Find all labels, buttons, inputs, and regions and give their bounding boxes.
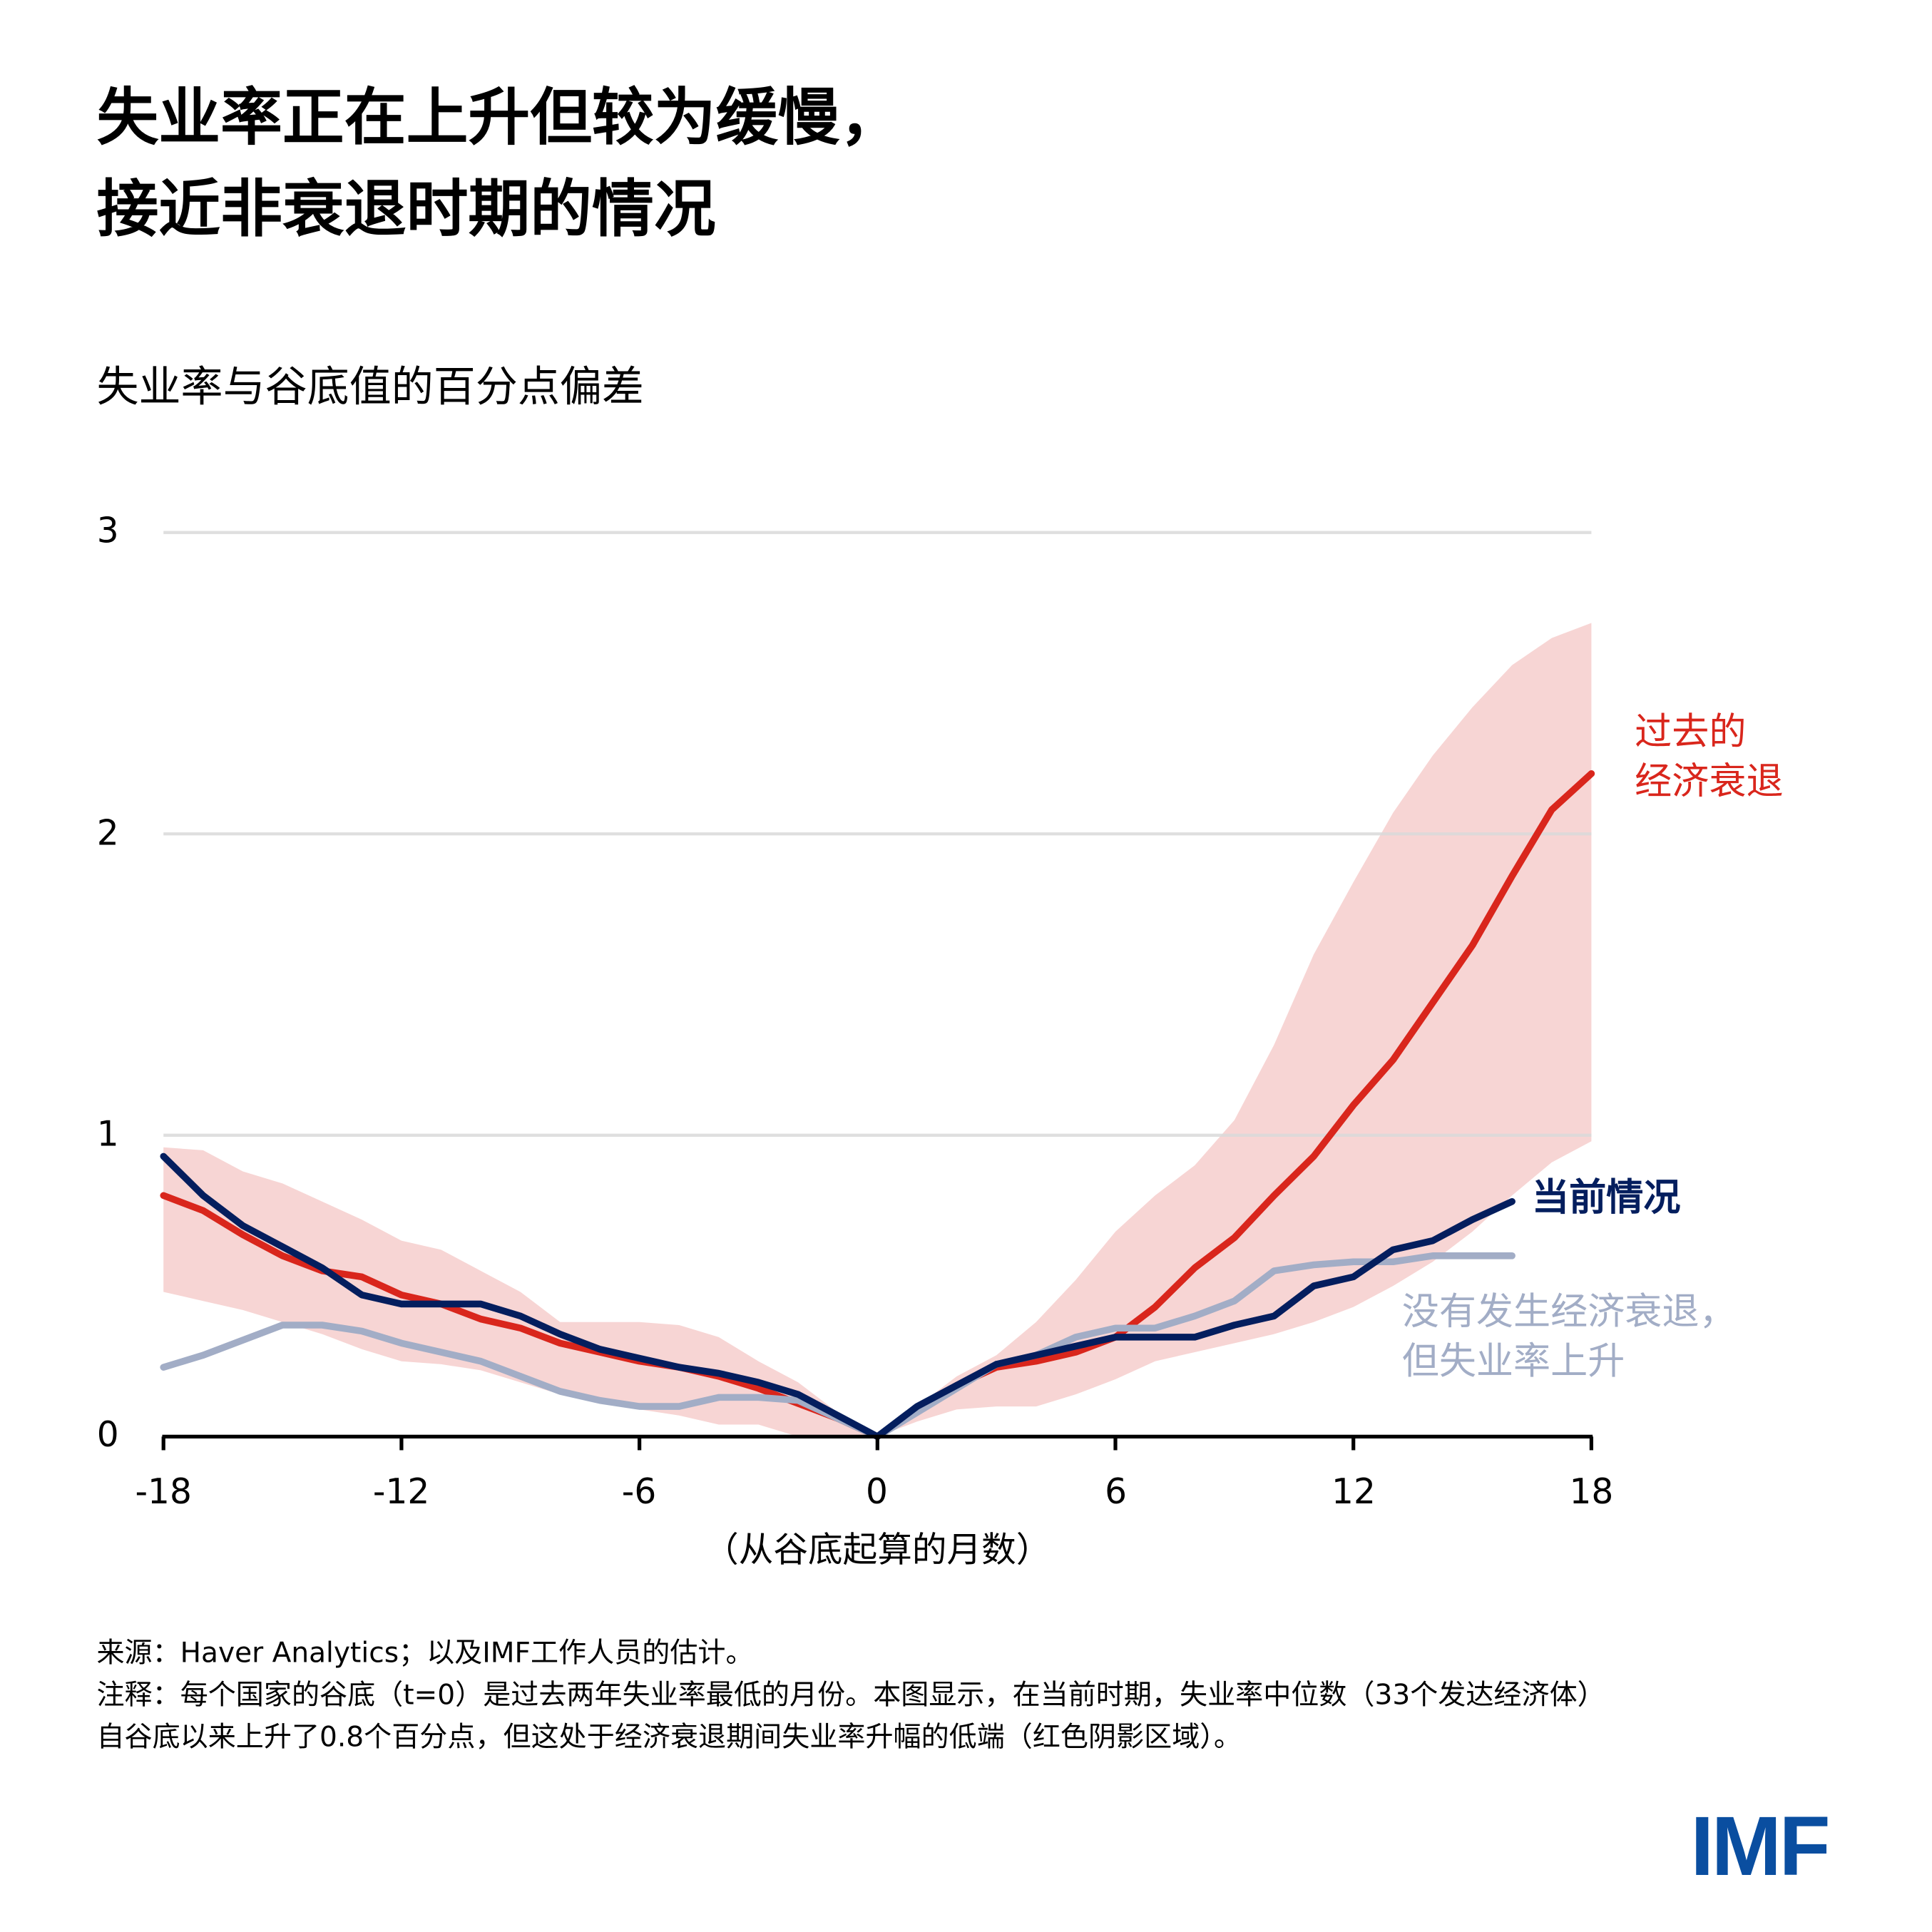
recession-range-band xyxy=(163,623,1592,1437)
x-tick-label: -12 xyxy=(372,1471,430,1513)
explanatory-note: 注释：每个国家的谷底（t=0）是过去两年失业率最低的月份。本图显示，在当前时期，… xyxy=(96,1679,1605,1754)
label-no-recession-2: 但失业率上升 xyxy=(1401,1339,1625,1384)
source-note: 来源：Haver Analytics；以及IMF工作人员的估计。 xyxy=(96,1637,754,1670)
x-tick-label: 6 xyxy=(1105,1471,1128,1513)
label-past-recessions-1: 过去的 xyxy=(1635,710,1747,755)
label-no-recession-1: 没有发生经济衰退， xyxy=(1401,1290,1737,1334)
x-tick-label: 0 xyxy=(865,1471,888,1513)
y-tick-label: 1 xyxy=(96,1113,119,1155)
chart-notes: 来源：Haver Analytics；以及IMF工作人员的估计。 注释：每个国家… xyxy=(96,1632,1608,1759)
chart-subtitle: 失业率与谷底值的百分点偏差 xyxy=(96,362,644,413)
label-past-recessions-2: 经济衰退 xyxy=(1635,760,1784,804)
chart-title-line-1: 失业率正在上升但较为缓慢， xyxy=(96,81,902,154)
x-axis-label: （从谷底起算的月数） xyxy=(704,1529,1051,1570)
current-line xyxy=(160,1152,1516,1441)
imf-logo: IMF xyxy=(1690,1799,1830,1894)
x-tick-label: 18 xyxy=(1569,1471,1614,1513)
chart-title-line-2: 接近非衰退时期的情况 xyxy=(96,173,716,245)
y-tick-label: 0 xyxy=(96,1414,119,1456)
y-tick-label: 3 xyxy=(96,510,119,551)
x-tick-label: -6 xyxy=(621,1471,657,1513)
x-tick-label: -18 xyxy=(135,1471,192,1513)
label-current: 当前情况 xyxy=(1532,1176,1681,1220)
y-tick-label: 2 xyxy=(96,812,119,854)
x-tick-label: 12 xyxy=(1332,1471,1376,1513)
